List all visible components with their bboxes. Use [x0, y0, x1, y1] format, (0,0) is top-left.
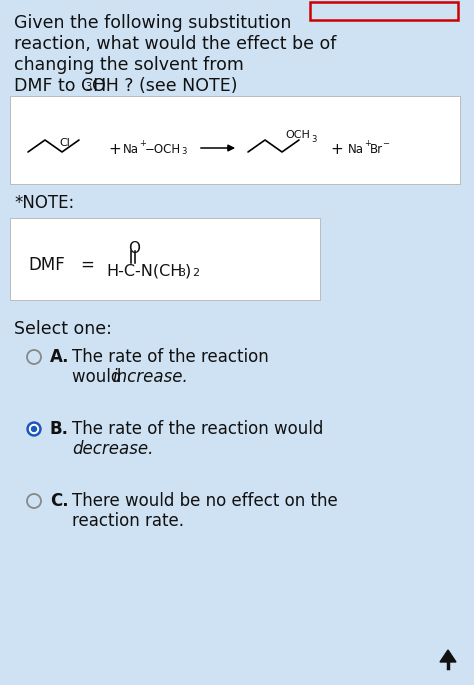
Text: Cl: Cl	[59, 138, 70, 148]
Text: There would be no effect on the: There would be no effect on the	[72, 492, 338, 510]
Text: DMF to CH: DMF to CH	[14, 77, 106, 95]
Text: −: −	[382, 139, 389, 148]
Text: changing the solvent from: changing the solvent from	[14, 56, 244, 74]
Circle shape	[31, 427, 36, 432]
Text: O: O	[128, 241, 140, 256]
Text: The rate of the reaction: The rate of the reaction	[72, 348, 269, 366]
Text: Given the following substitution: Given the following substitution	[14, 14, 292, 32]
Text: +: +	[139, 139, 146, 148]
Text: would: would	[72, 368, 127, 386]
Text: −OCH: −OCH	[145, 143, 181, 156]
Circle shape	[29, 425, 38, 434]
Text: The rate of the reaction would: The rate of the reaction would	[72, 420, 323, 438]
Text: ): )	[185, 263, 191, 278]
Text: *NOTE:: *NOTE:	[14, 194, 74, 212]
Text: decrease.: decrease.	[72, 440, 154, 458]
Text: reaction rate.: reaction rate.	[72, 512, 184, 530]
Text: A.: A.	[50, 348, 70, 366]
Text: C.: C.	[50, 492, 69, 510]
Text: 3: 3	[311, 135, 316, 144]
Text: Br: Br	[370, 143, 383, 156]
Text: 3: 3	[85, 82, 91, 92]
Text: reaction, what would the effect be of: reaction, what would the effect be of	[14, 35, 337, 53]
FancyBboxPatch shape	[10, 96, 460, 184]
Text: Na: Na	[123, 143, 139, 156]
Text: 3: 3	[178, 268, 185, 278]
Text: =: =	[80, 256, 94, 274]
Text: +: +	[108, 142, 121, 157]
Text: 3: 3	[181, 147, 186, 156]
Text: OH ? (see NOTE): OH ? (see NOTE)	[92, 77, 237, 95]
Text: 2: 2	[192, 268, 199, 278]
Text: +: +	[330, 142, 343, 157]
Text: Na: Na	[348, 143, 364, 156]
Text: H-C-N(CH: H-C-N(CH	[106, 263, 182, 278]
FancyBboxPatch shape	[10, 218, 320, 300]
Text: +: +	[364, 139, 371, 148]
Polygon shape	[440, 650, 456, 662]
Text: B.: B.	[50, 420, 69, 438]
Text: increase.: increase.	[112, 368, 188, 386]
Text: Select one:: Select one:	[14, 320, 112, 338]
Text: DMF: DMF	[28, 256, 65, 274]
Circle shape	[27, 422, 41, 436]
Text: OCH: OCH	[285, 130, 310, 140]
